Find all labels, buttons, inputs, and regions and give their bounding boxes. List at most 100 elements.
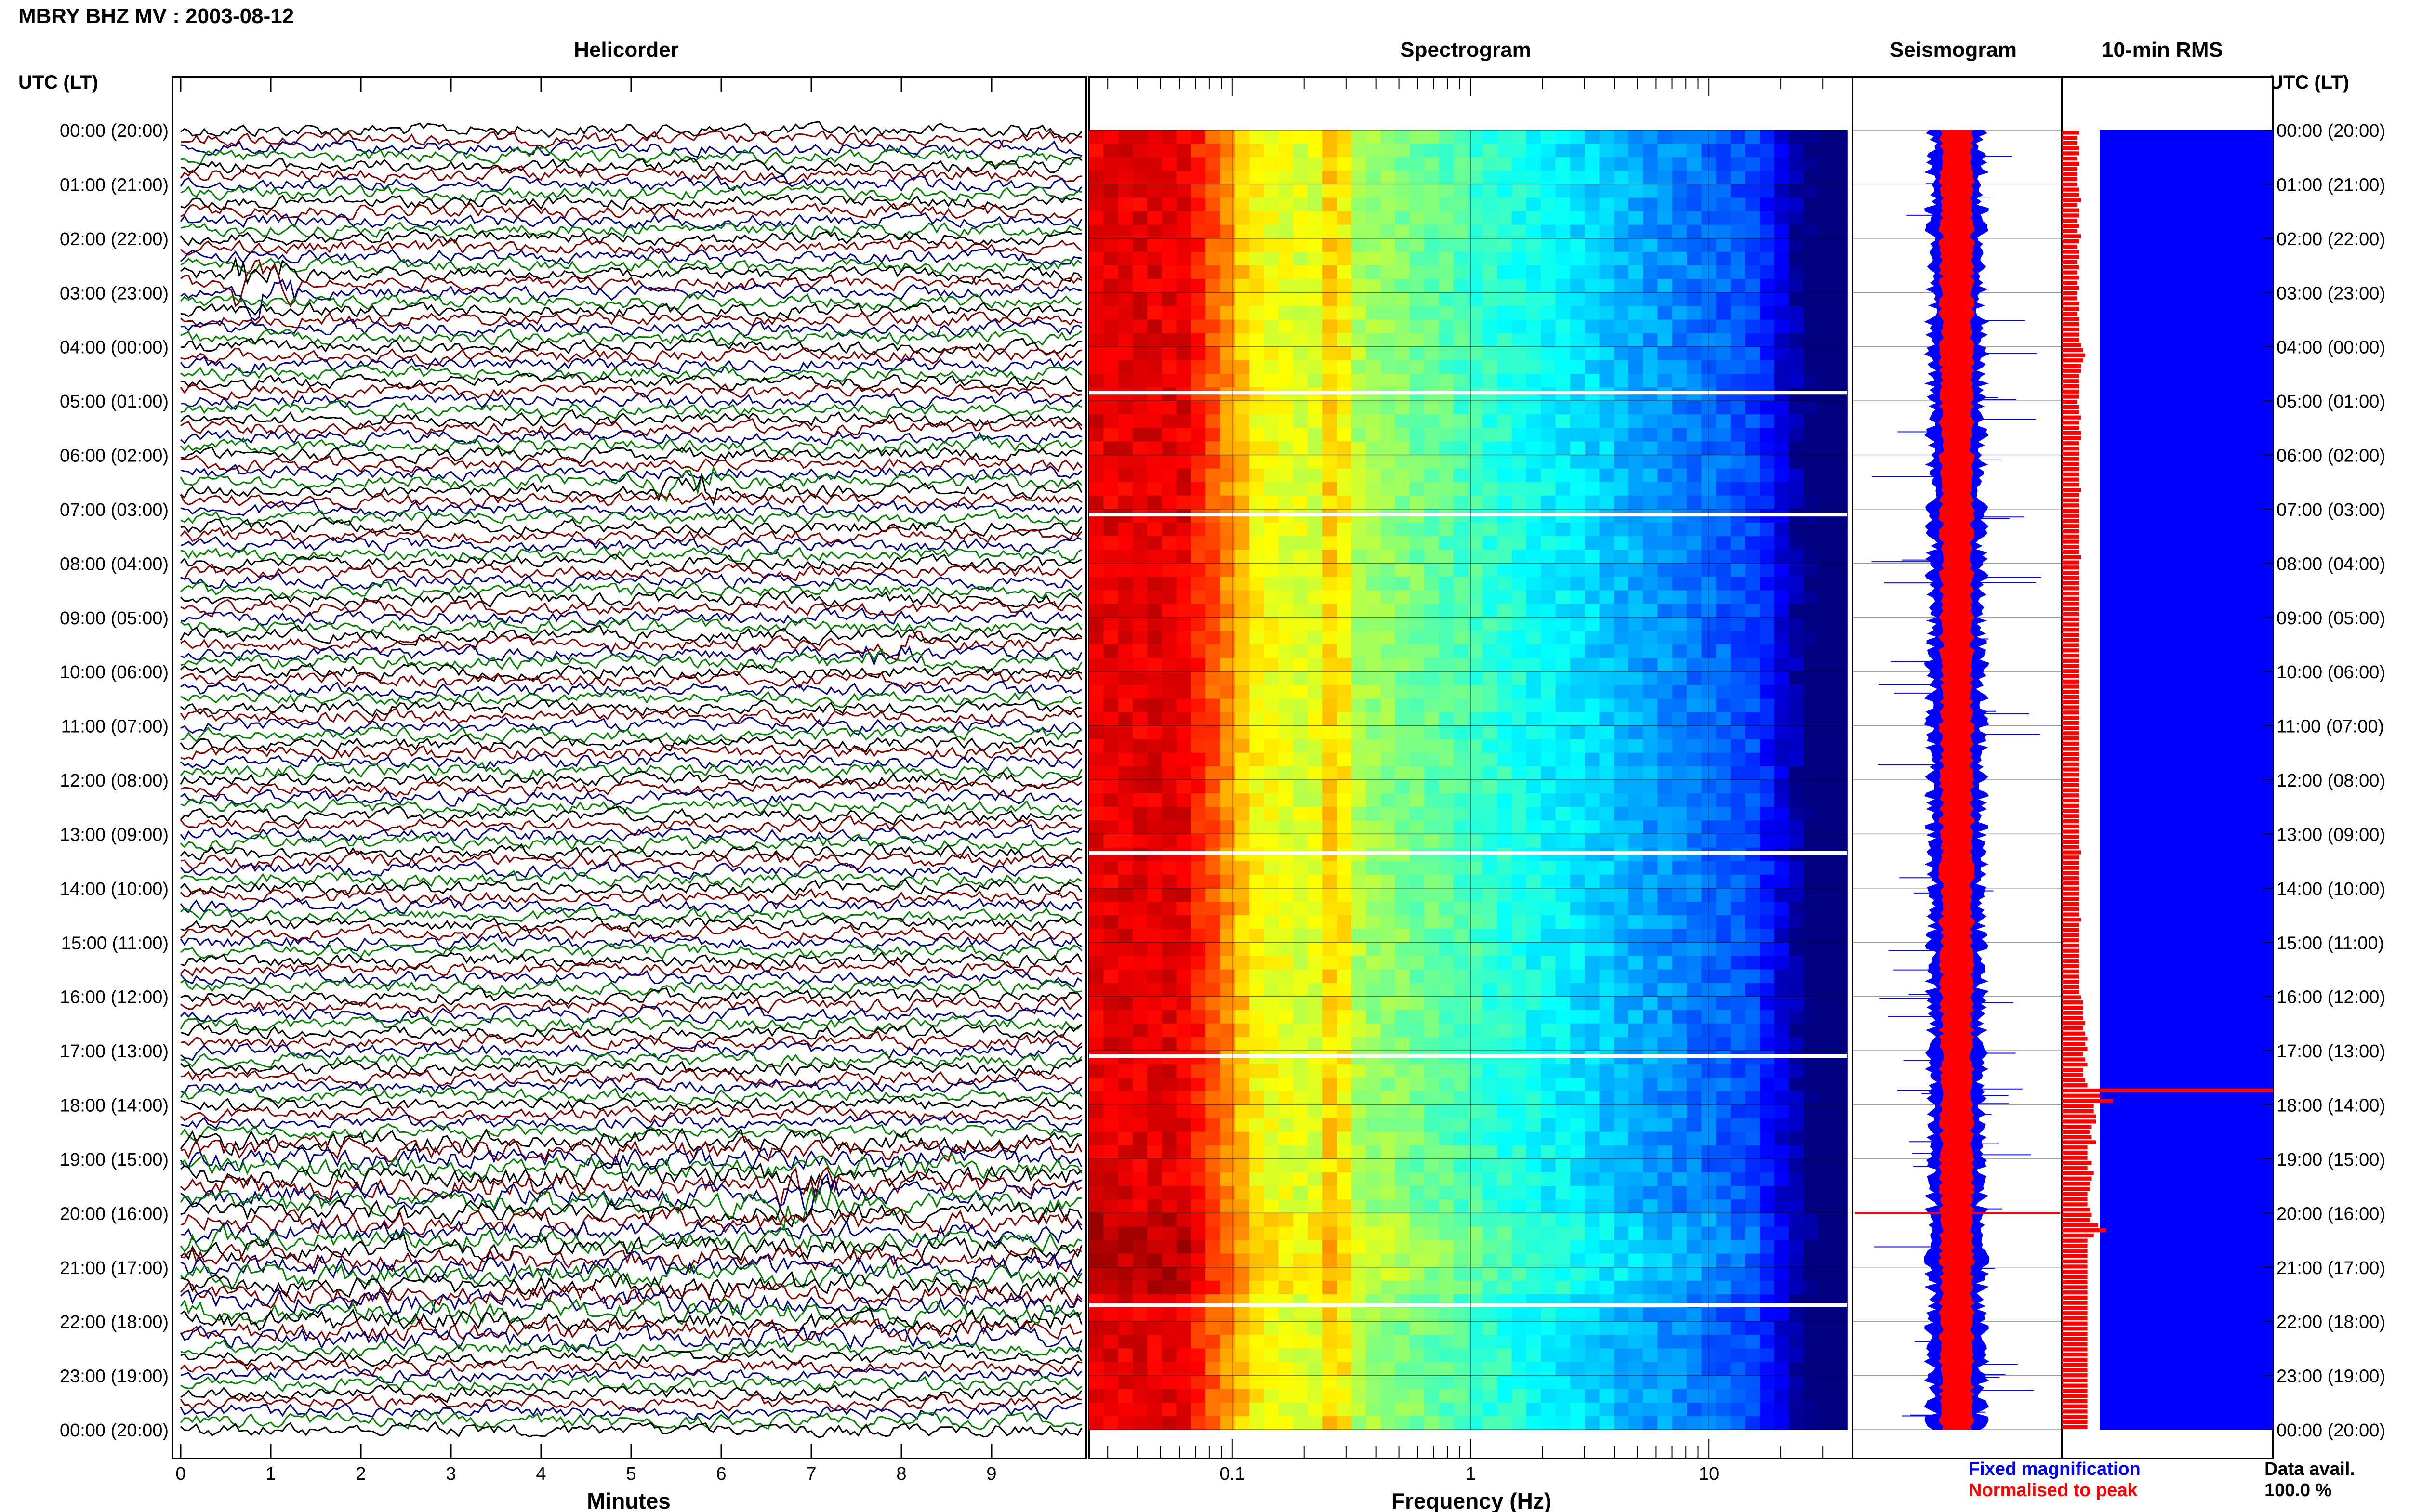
spectrogram-cell xyxy=(1511,373,1527,388)
spectrogram-cell xyxy=(1788,1226,1804,1241)
spectrogram-cell xyxy=(1701,739,1717,753)
spectrogram-cell xyxy=(1103,834,1119,848)
spectrogram-cell xyxy=(1147,604,1163,618)
spectrogram-cell xyxy=(1191,780,1206,794)
spectrogram-cell xyxy=(1409,468,1425,483)
spectrogram-cell xyxy=(1716,414,1731,429)
spectrogram-cell xyxy=(1162,130,1177,144)
spectrogram-cell xyxy=(1234,712,1250,726)
spectrogram-cell xyxy=(1468,1091,1483,1105)
spectrogram-cell xyxy=(1788,590,1804,605)
spectrogram-cell xyxy=(1760,1145,1775,1159)
spectrogram-cell xyxy=(1643,766,1658,780)
spectrogram-cell xyxy=(1453,251,1469,266)
spectrogram-cell xyxy=(1687,644,1702,658)
spectrogram-cell xyxy=(1308,1321,1323,1336)
spectrogram-cell xyxy=(1176,1145,1191,1159)
spectrogram-cell xyxy=(1511,468,1527,483)
spectrogram-cell xyxy=(1118,1267,1133,1281)
spectrogram-cell xyxy=(1337,725,1352,740)
spectrogram-cell xyxy=(1395,130,1410,144)
spectrogram-cell xyxy=(1672,644,1687,658)
spectrogram-cell xyxy=(1774,455,1789,469)
spectrogram-cell xyxy=(1599,820,1615,835)
spectrogram-cell xyxy=(1439,224,1454,239)
spectrogram-cell xyxy=(1103,874,1119,889)
spectrogram-cell xyxy=(1132,983,1148,997)
spectrogram-cell xyxy=(1453,1037,1469,1051)
spectrogram-cell xyxy=(1511,1104,1527,1119)
spectrogram-cell xyxy=(1687,590,1702,605)
spectrogram-cell xyxy=(1541,658,1556,672)
spectrogram-cell xyxy=(1118,752,1133,767)
helicorder-trace xyxy=(180,599,1083,618)
helicorder-trace xyxy=(180,699,1082,717)
spectrogram-cell xyxy=(1132,468,1148,483)
spectrogram-cell xyxy=(1337,1267,1352,1281)
spectrogram-cell xyxy=(1760,1199,1775,1214)
spectrogram-cell xyxy=(1322,1037,1337,1051)
spectrogram-cell xyxy=(1249,874,1265,889)
spectrogram-cell xyxy=(1191,725,1206,740)
spectrogram-cell xyxy=(1453,1362,1469,1376)
spectrogram-cell xyxy=(1672,861,1687,875)
spectrogram-cell xyxy=(1293,224,1308,239)
spectrogram-cell xyxy=(1555,780,1571,794)
spectrogram-cell xyxy=(1132,698,1148,713)
spectrogram-cell xyxy=(1176,360,1191,374)
spectrogram-cell xyxy=(1701,1158,1717,1173)
spectrogram-cell xyxy=(1468,428,1483,442)
spectrogram-cell xyxy=(1614,550,1629,564)
spectrogram-cell xyxy=(1570,780,1585,794)
spectrogram-cell xyxy=(1788,1064,1804,1078)
spectrogram-cell xyxy=(1249,157,1265,171)
spectrogram-cell xyxy=(1308,346,1323,361)
spectrogram-cell xyxy=(1322,1362,1337,1376)
spectrogram-cell xyxy=(1439,292,1454,307)
spectrogram-cell xyxy=(1482,725,1498,740)
spectrogram-cell xyxy=(1351,671,1366,686)
spectrogram-cell xyxy=(1482,1375,1498,1390)
spectrogram-cell xyxy=(1453,333,1469,347)
spectrogram-cell xyxy=(1643,1158,1658,1173)
spectrogram-cell xyxy=(1832,346,1848,361)
spectrogram-cell xyxy=(1657,1253,1673,1268)
spectrogram-cell xyxy=(1788,1131,1804,1146)
spectrogram-cell xyxy=(1278,1172,1294,1186)
spectrogram-cell xyxy=(1439,536,1454,550)
spectrogram-cell xyxy=(1526,197,1542,212)
spectrogram-cell xyxy=(1308,184,1323,198)
spectrogram-cell xyxy=(1234,1104,1250,1119)
spectrogram-cell xyxy=(1526,915,1542,929)
spectrogram-cell xyxy=(1176,144,1191,158)
spectrogram-cell xyxy=(1730,793,1746,807)
helicorder-trace xyxy=(180,1403,1082,1421)
spectrogram-cell xyxy=(1351,1280,1366,1295)
spectrogram-cell xyxy=(1205,536,1221,550)
spectrogram-cell xyxy=(1293,861,1308,875)
spectrogram-cell xyxy=(1774,888,1789,902)
spectrogram-cell xyxy=(1526,1348,1542,1363)
spectrogram-cell xyxy=(1234,1226,1250,1241)
spectrogram-cell xyxy=(1672,306,1687,320)
spectrogram-cell xyxy=(1541,1335,1556,1349)
spectrogram-cell xyxy=(1788,238,1804,252)
spectrogram-cell xyxy=(1234,333,1250,347)
spectrogram-cell xyxy=(1249,617,1265,631)
spectrogram-cell xyxy=(1774,617,1789,631)
spectrogram-cell xyxy=(1293,996,1308,1011)
helicorder-trace xyxy=(180,1076,1083,1095)
spectrogram-cell xyxy=(1380,360,1396,374)
spectrogram-cell xyxy=(1132,685,1148,699)
spectrogram-cell xyxy=(1672,698,1687,713)
spectrogram-cell xyxy=(1089,604,1104,618)
spectrogram-cell xyxy=(1234,631,1250,645)
spectrogram-cell xyxy=(1351,1199,1366,1214)
spectrogram-cell xyxy=(1205,495,1221,510)
spectrogram-cell xyxy=(1511,1226,1527,1241)
spectrogram-cell xyxy=(1657,1240,1673,1254)
spectrogram-cell xyxy=(1278,1253,1294,1268)
spectrogram-cell xyxy=(1249,590,1265,605)
spectrogram-cell xyxy=(1774,969,1789,984)
spectrogram-cell xyxy=(1132,780,1148,794)
